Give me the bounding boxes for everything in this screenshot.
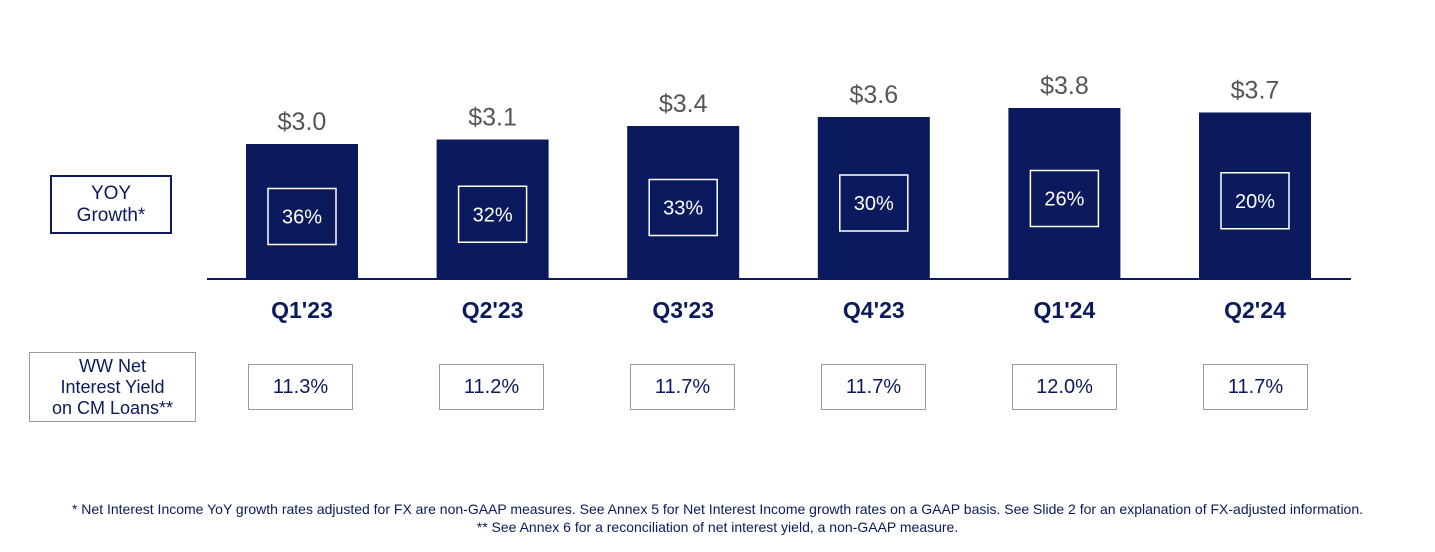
bar-value-label-q1-23: $3.0	[278, 108, 327, 136]
yoy-label-line2: Growth*	[76, 204, 146, 226]
yoy-growth-q2-24: 20%	[1235, 191, 1275, 213]
yoy-growth-q4-23: 30%	[854, 193, 894, 215]
yoy-box-q3-23	[648, 178, 718, 237]
category-label-q2-23: Q2'23	[462, 297, 524, 323]
yoy-box-q1-24	[1029, 169, 1100, 228]
category-label-q2-24: Q2'24	[1224, 297, 1286, 323]
yoy-growth-q1-24: 26%	[1044, 189, 1084, 211]
bar-value-label-q2-23: $3.1	[468, 104, 517, 132]
yoy-box-q1-23	[267, 187, 337, 246]
yoy-growth-q2-23: 32%	[473, 204, 513, 226]
bar-value-label-q2-24: $3.7	[1231, 77, 1280, 105]
yoy-box-q4-23	[839, 174, 909, 232]
category-label-q1-23: Q1'23	[271, 297, 333, 323]
footnote-1: * Net Interest Income YoY growth rates a…	[71, 501, 1364, 517]
bar-value-label-q1-24: $3.8	[1040, 72, 1089, 100]
yield-label-line1: WW Net	[79, 355, 146, 376]
bar-q1-24	[1008, 108, 1121, 279]
category-label-q4-23: Q4'23	[843, 297, 905, 323]
bar-value-label-q4-23: $3.6	[849, 81, 898, 109]
net-interest-yield-label: WW Net Interest Yield on CM Loans**	[29, 352, 196, 422]
yoy-box-q2-23	[457, 185, 528, 243]
bar-q2-24	[1199, 112, 1311, 279]
yoy-label-line1: YOY	[90, 182, 132, 204]
bar-q1-23	[246, 144, 358, 279]
bar-value-label-q3-23: $3.4	[659, 90, 708, 118]
yield-box-q2-24: 11.7%	[1203, 364, 1308, 410]
yield-box-q4-23: 11.7%	[821, 364, 926, 410]
yoy-growth-q1-23: 36%	[282, 207, 322, 229]
bar-q2-23	[436, 139, 549, 279]
yield-box-q1-23: 11.3%	[248, 364, 353, 410]
yield-box-q2-23: 11.2%	[439, 364, 544, 410]
yield-label-line2: Interest Yield	[60, 376, 165, 397]
category-label-q1-24: Q1'24	[1034, 297, 1096, 323]
category-label-q3-23: Q3'23	[652, 297, 714, 323]
yoy-box-q2-24	[1220, 172, 1290, 230]
bar-q3-23	[627, 126, 740, 279]
yield-box-q3-23: 11.7%	[630, 364, 735, 410]
footnote-2: ** See Annex 6 for a reconciliation of n…	[476, 519, 959, 535]
yield-label-line3: on CM Loans**	[51, 397, 174, 418]
bar-q4-23	[817, 117, 930, 279]
yoy-growth-q3-23: 33%	[663, 198, 703, 220]
yoy-growth-label: YOY Growth*	[50, 175, 172, 234]
yield-box-q1-24: 12.0%	[1012, 364, 1117, 410]
footnotes: * Net Interest Income YoY growth rates a…	[0, 500, 1435, 536]
